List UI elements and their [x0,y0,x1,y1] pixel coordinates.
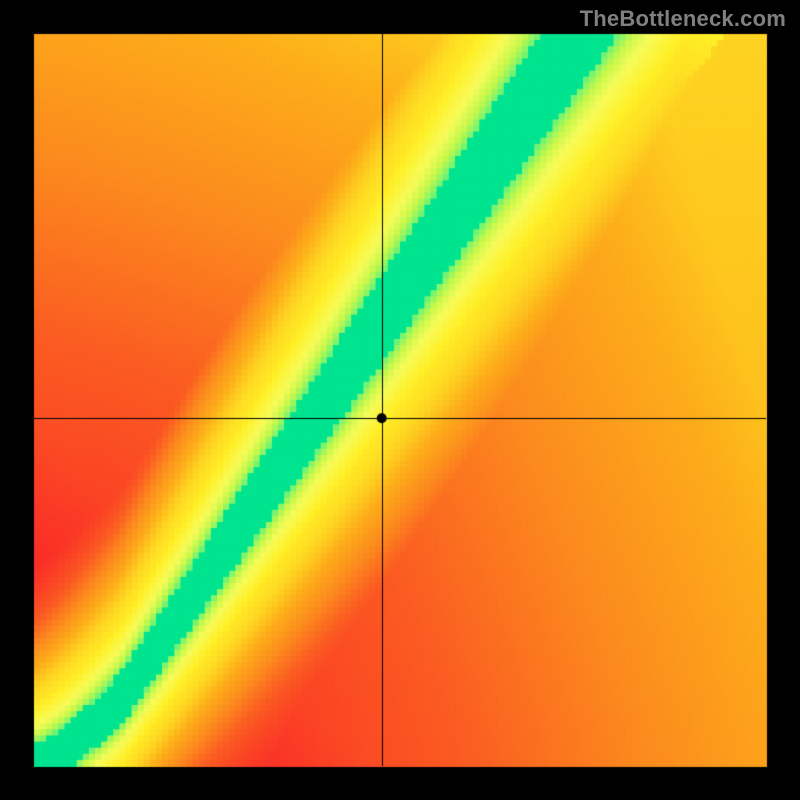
watermark-text: TheBottleneck.com [580,6,786,32]
bottleneck-heatmap-canvas [0,0,800,800]
chart-stage: TheBottleneck.com [0,0,800,800]
